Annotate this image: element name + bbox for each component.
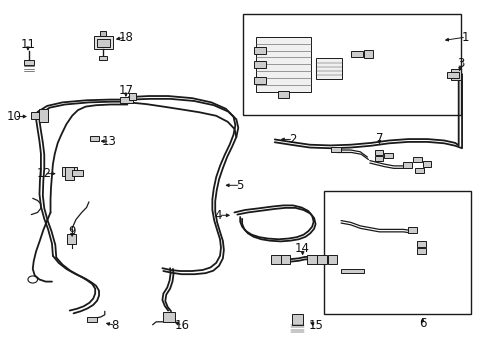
- Bar: [331, 147, 341, 152]
- Bar: [100, 31, 106, 36]
- Text: 14: 14: [295, 242, 310, 255]
- Bar: [278, 91, 289, 98]
- Bar: [254, 61, 266, 68]
- Bar: [39, 109, 48, 122]
- Bar: [163, 312, 175, 322]
- Bar: [403, 162, 412, 168]
- Bar: [417, 242, 425, 247]
- Text: 17: 17: [119, 84, 133, 96]
- Text: 13: 13: [102, 135, 117, 148]
- Text: 16: 16: [175, 319, 190, 332]
- Text: 11: 11: [21, 38, 35, 51]
- Bar: [254, 77, 266, 84]
- Bar: [281, 255, 290, 264]
- Bar: [271, 255, 281, 264]
- Text: 1: 1: [462, 31, 469, 44]
- Bar: [72, 170, 83, 176]
- Bar: [99, 56, 107, 60]
- Bar: [417, 248, 425, 254]
- Bar: [254, 47, 266, 54]
- Bar: [97, 39, 110, 47]
- Text: 15: 15: [309, 319, 323, 332]
- Text: 18: 18: [119, 31, 133, 44]
- Bar: [307, 255, 317, 264]
- Bar: [256, 37, 311, 92]
- Text: 5: 5: [237, 179, 244, 192]
- Text: 12: 12: [37, 167, 52, 180]
- Bar: [243, 14, 461, 115]
- Bar: [364, 50, 373, 58]
- Bar: [328, 255, 337, 264]
- Bar: [408, 226, 417, 233]
- Bar: [351, 51, 363, 57]
- Bar: [317, 255, 327, 264]
- Bar: [31, 112, 46, 119]
- Bar: [375, 156, 383, 161]
- Text: 9: 9: [69, 225, 76, 238]
- Bar: [129, 93, 136, 100]
- Bar: [384, 153, 393, 158]
- Bar: [120, 97, 133, 103]
- Text: 10: 10: [7, 110, 22, 123]
- Bar: [423, 161, 431, 167]
- Text: 7: 7: [376, 132, 383, 145]
- Text: 6: 6: [419, 318, 426, 330]
- Bar: [90, 136, 99, 141]
- Bar: [94, 36, 113, 49]
- Text: 4: 4: [215, 209, 222, 222]
- Text: 2: 2: [289, 133, 297, 146]
- Bar: [24, 60, 34, 65]
- Bar: [341, 269, 364, 274]
- Bar: [451, 69, 461, 80]
- Bar: [292, 314, 303, 325]
- Bar: [67, 234, 76, 243]
- Text: 8: 8: [112, 319, 119, 332]
- Bar: [87, 317, 97, 322]
- Bar: [65, 167, 74, 180]
- Bar: [62, 167, 77, 176]
- Bar: [375, 150, 383, 155]
- Bar: [316, 58, 343, 80]
- Bar: [416, 168, 424, 173]
- Text: 3: 3: [457, 57, 465, 70]
- Bar: [413, 157, 422, 162]
- Bar: [324, 190, 471, 314]
- Bar: [447, 72, 459, 78]
